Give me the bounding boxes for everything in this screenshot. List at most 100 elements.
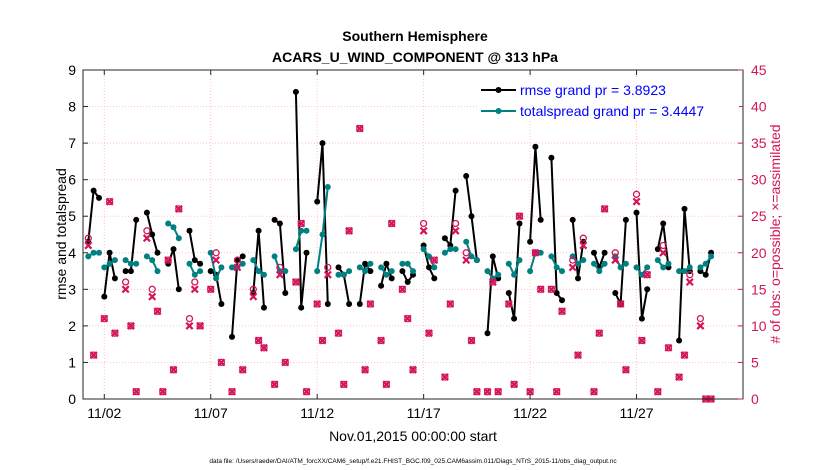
totalspread-point	[644, 264, 651, 271]
totalspread-point	[207, 249, 214, 256]
totalspread-point	[431, 264, 438, 271]
obs-assimilated-stroke	[616, 299, 625, 308]
totalspread-point	[580, 257, 587, 264]
obs-possible-marker	[260, 344, 268, 352]
obs-assimilated-marker	[377, 336, 386, 345]
y-left-tick-label: 2	[68, 318, 76, 334]
rmse-point	[511, 315, 518, 322]
obs-assimilated-marker	[297, 219, 306, 228]
totalspread-point	[271, 253, 278, 260]
obs-possible-marker	[366, 300, 375, 308]
obs-possible-marker	[212, 249, 220, 257]
obs-assimilated-marker	[430, 256, 439, 265]
rmse-point	[319, 140, 326, 147]
obs-assimilated-stroke	[430, 256, 439, 265]
rmse-point	[644, 286, 651, 293]
obs-possible-marker	[377, 336, 385, 345]
obs-assimilated-stroke	[281, 358, 290, 367]
obs-possible-marker	[419, 219, 428, 228]
rmse-point	[378, 282, 385, 289]
obs-assimilated-marker	[531, 248, 540, 257]
obs-assimilated-marker	[451, 226, 460, 235]
x-axis: 11/02 11/07 11/12 11/17 11/22 11/27	[87, 70, 654, 421]
totalspread-point	[702, 260, 709, 267]
rmse-point	[261, 304, 267, 311]
obs-possible-marker	[340, 380, 348, 389]
totalspread-point	[575, 260, 581, 267]
obs-possible-marker	[281, 358, 289, 367]
totalspread-point	[665, 260, 672, 267]
obs-possible-marker	[515, 212, 524, 220]
obs-possible-marker	[196, 322, 204, 330]
obs-possible-marker	[574, 351, 582, 359]
obs-assimilated-stroke	[259, 343, 268, 352]
rmse-point	[367, 268, 374, 275]
totalspread-point	[441, 249, 448, 256]
obs-assimilated-stroke	[174, 204, 183, 213]
obs-assimilated-stroke	[302, 387, 311, 396]
obs-assimilated-marker	[110, 329, 119, 338]
rmse-point	[207, 268, 214, 275]
obs-assimilated-marker	[515, 212, 524, 221]
obs-assimilated-stroke	[366, 299, 375, 308]
rmse-point	[356, 301, 363, 307]
obs-assimilated-stroke	[510, 380, 519, 389]
obs-possible-marker	[558, 307, 566, 315]
rmse-point	[111, 275, 118, 282]
obs-assimilated-stroke	[377, 336, 386, 345]
totalspread-point	[548, 253, 555, 260]
obs-assimilated-marker	[387, 219, 396, 228]
obs-possible-marker	[111, 329, 119, 337]
rmse-point	[489, 253, 496, 260]
obs-possible-marker	[462, 249, 470, 257]
y-left-tick-label: 7	[68, 135, 76, 151]
obs-assimilated-stroke	[185, 321, 194, 330]
totalspread-point	[250, 257, 257, 264]
totalspread-point	[186, 260, 193, 267]
obs-assimilated-marker	[148, 292, 157, 301]
obs-assimilated-stroke	[313, 299, 322, 308]
obs-assimilated-marker	[228, 387, 237, 396]
obs-possible-marker	[105, 197, 114, 206]
obs-assimilated-marker	[643, 270, 652, 279]
totalspread-point	[356, 264, 363, 271]
totalspread-point	[420, 246, 427, 253]
obs-assimilated-stroke	[355, 124, 364, 133]
obs-assimilated-marker	[259, 343, 268, 352]
obs-possible-marker	[553, 388, 561, 396]
obs-possible-marker	[185, 314, 194, 323]
totalspread-point	[261, 271, 267, 278]
obs-possible-marker	[664, 344, 673, 352]
totalspread-point	[410, 268, 416, 275]
obs-assimilated-stroke	[440, 373, 449, 382]
obs-assimilated-marker	[142, 234, 151, 243]
obs-assimilated-stroke	[345, 226, 354, 235]
obs-possible-marker	[494, 388, 502, 396]
rmse-point	[633, 209, 640, 216]
obs-assimilated-stroke	[531, 248, 540, 257]
obs-possible-marker	[345, 227, 353, 235]
obs-possible-marker	[600, 205, 609, 213]
rmse-point	[292, 88, 299, 95]
totalspread-point	[617, 264, 624, 271]
obs-assimilated-marker	[249, 292, 258, 301]
obs-assimilated-stroke	[158, 387, 167, 396]
obs-assimilated-stroke	[206, 285, 215, 294]
obs-assimilated-stroke	[212, 256, 221, 265]
y-left-tick-label: 3	[68, 281, 76, 297]
obs-assimilated-marker	[254, 336, 263, 345]
rmse-point	[314, 198, 321, 205]
obs-assimilated-marker	[281, 358, 290, 367]
chart-title-line-2: ACARS_U_WIND_COMPONENT @ 313 hPa	[272, 49, 558, 65]
totalspread-point	[367, 260, 374, 267]
obs-assimilated-marker	[568, 263, 577, 272]
obs-possible-marker	[334, 329, 343, 337]
rmse-point	[527, 238, 534, 245]
obs-assimilated-marker	[84, 241, 93, 250]
obs-assimilated-stroke	[318, 336, 327, 345]
rmse-point	[383, 260, 390, 267]
obs-assimilated-stroke	[334, 329, 343, 338]
obs-possible-marker	[680, 351, 689, 359]
obs-assimilated-marker	[361, 365, 370, 374]
